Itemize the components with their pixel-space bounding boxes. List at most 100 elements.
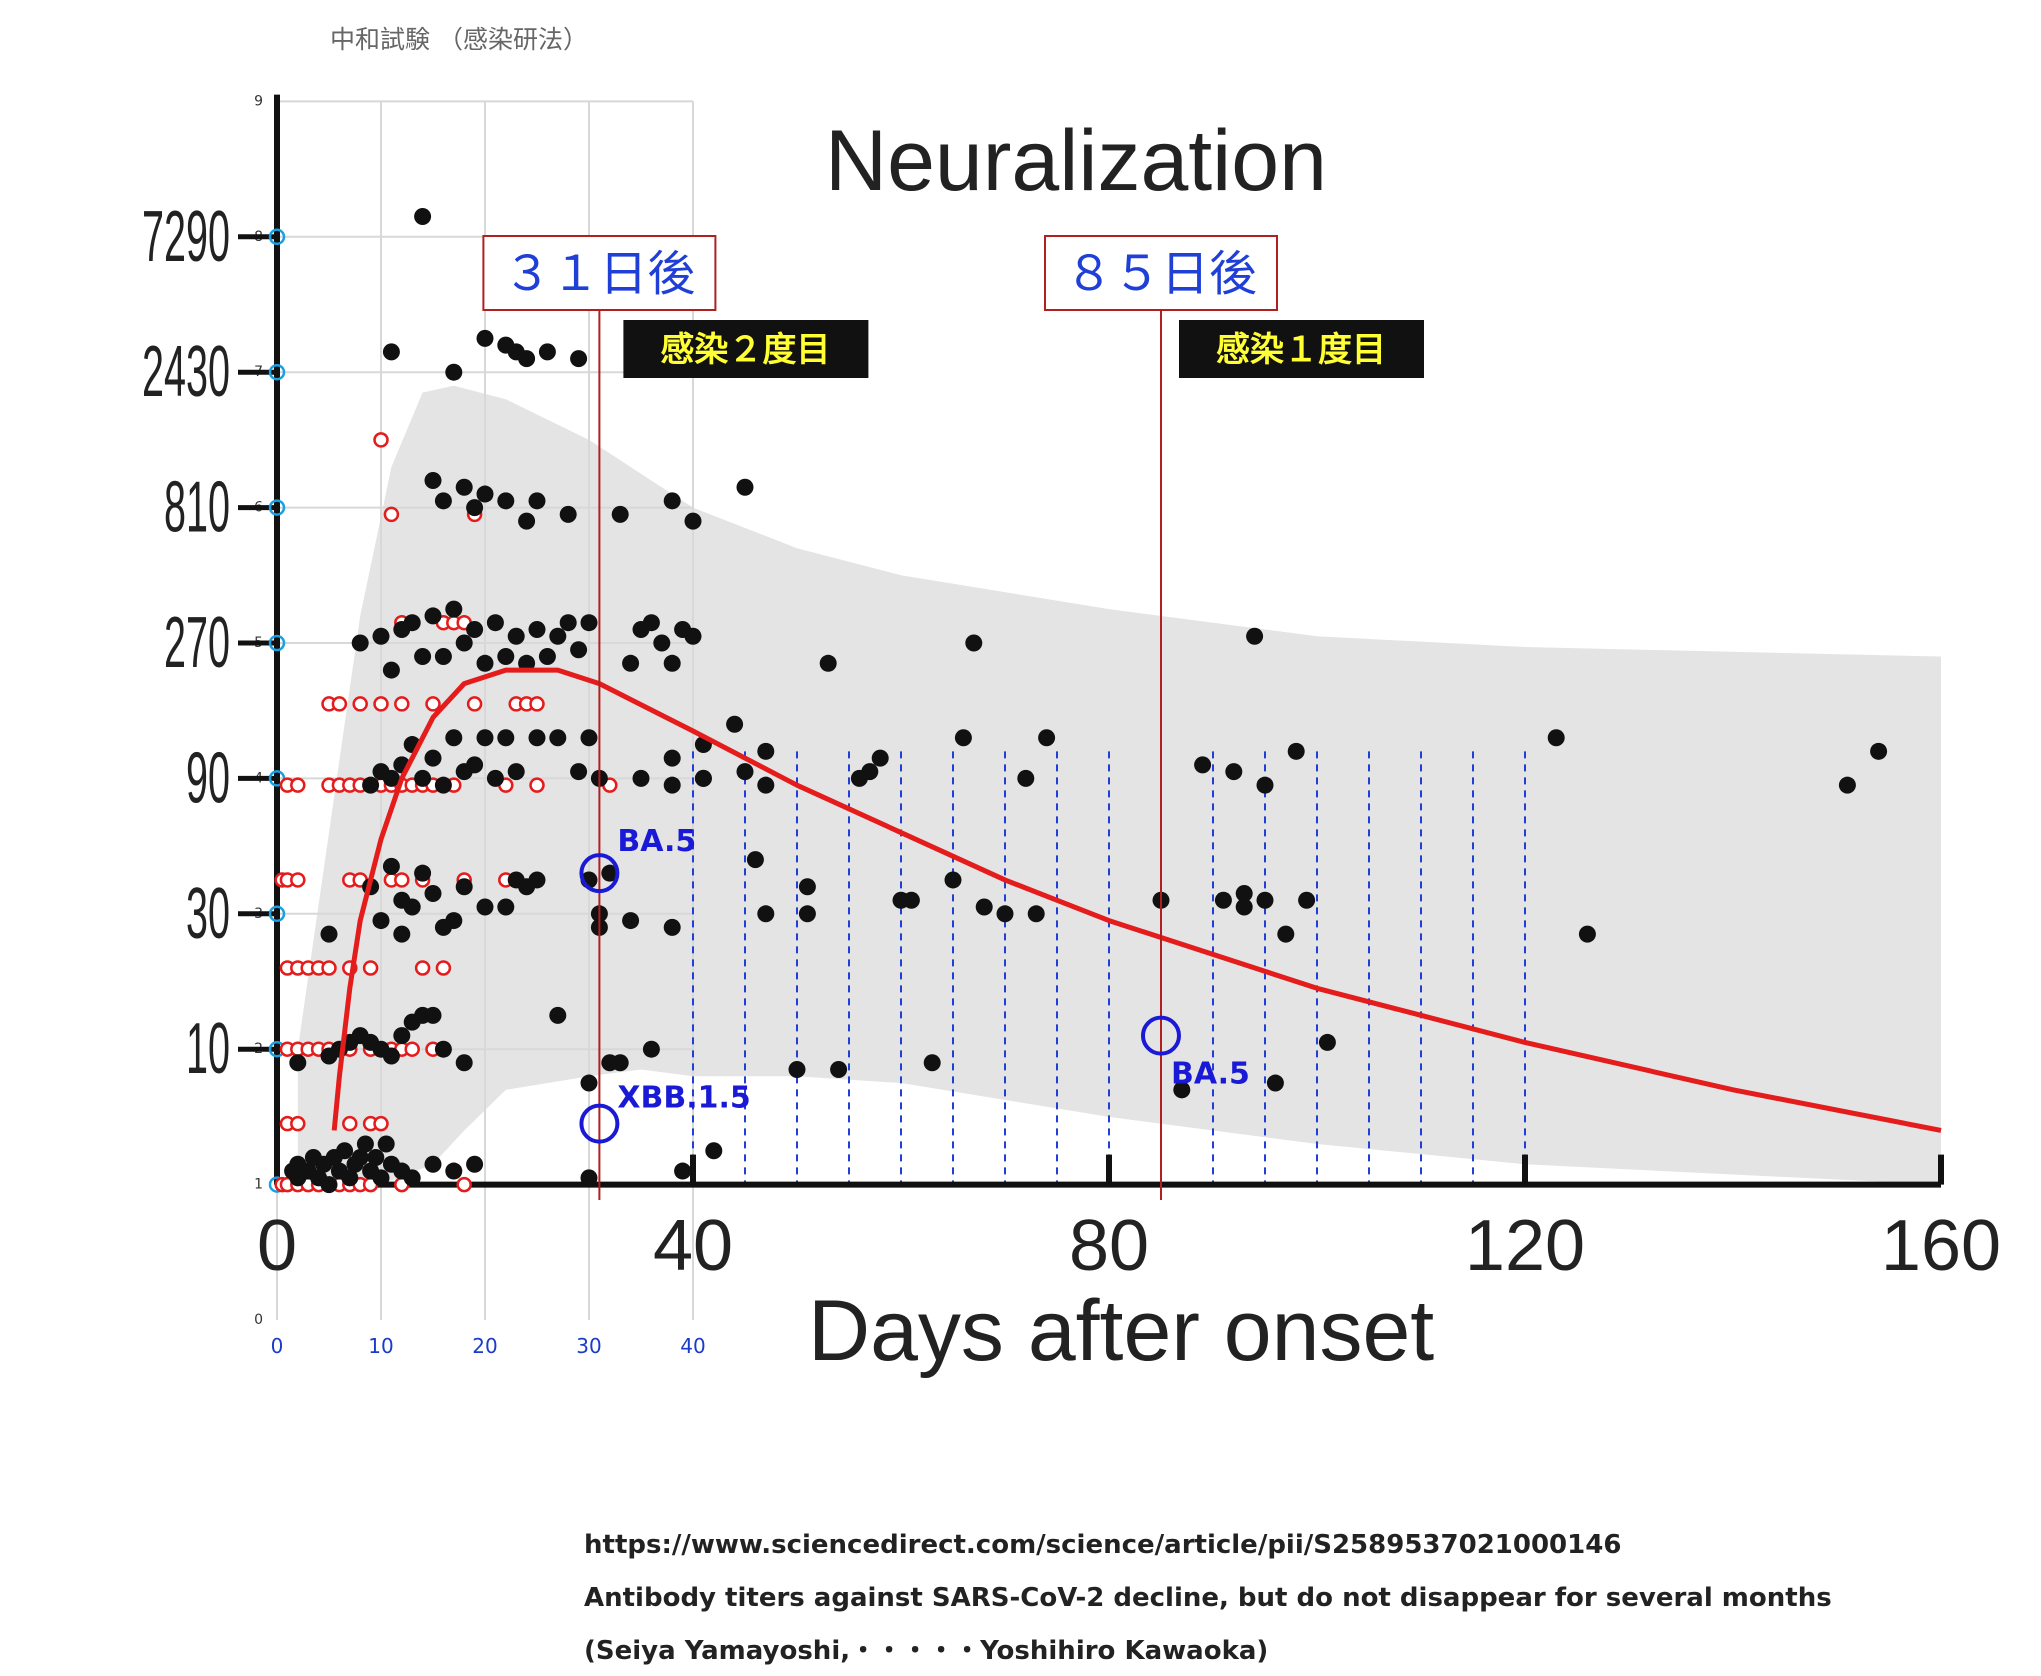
black-point: [434, 648, 452, 666]
black-point: [622, 654, 640, 672]
index-y-tick-label: 1: [254, 1177, 263, 1193]
titer-y-tick-label: 7290: [142, 197, 230, 277]
red-open-point: [352, 696, 368, 712]
black-point: [871, 749, 889, 767]
black-point: [570, 763, 588, 781]
black-point: [382, 769, 400, 787]
black-point: [1256, 776, 1274, 794]
black-point: [965, 634, 983, 652]
variant-highlight-circle: [579, 853, 620, 894]
black-point: [684, 627, 702, 645]
black-point: [362, 776, 380, 794]
black-point: [336, 1142, 354, 1160]
y-axis-blue-marker: [268, 634, 286, 652]
black-point: [466, 620, 484, 638]
variant-highlight-circle: [1141, 1015, 1181, 1056]
black-point: [351, 634, 369, 652]
black-point: [1256, 891, 1274, 909]
black-point: [382, 857, 400, 875]
red-open-point: [404, 1041, 420, 1057]
black-point: [497, 648, 515, 666]
titer-y-tick-label: 270: [164, 603, 230, 683]
black-point: [445, 363, 463, 381]
confidence-band-layer: [297, 385, 1941, 1185]
black-point: [1235, 898, 1253, 916]
marker-label-box: [1044, 235, 1278, 311]
black-point: [954, 729, 972, 747]
index-y-tick-label: 9: [254, 93, 263, 109]
black-point: [486, 769, 504, 787]
red-open-point: [373, 1115, 389, 1132]
titer-y-tick-label: 810: [164, 468, 230, 548]
black-point: [580, 1169, 598, 1187]
red-open-point: [394, 872, 410, 888]
variant-label: BA.5: [1171, 1057, 1250, 1092]
black-point: [320, 925, 338, 943]
red-open-point: [373, 696, 389, 712]
black-point: [1287, 742, 1305, 760]
black-point: [632, 769, 650, 787]
y-axis-blue-marker: [268, 905, 286, 923]
black-point: [351, 1149, 369, 1167]
inset-x-tick-label: 10: [368, 1334, 393, 1358]
black-point: [663, 492, 681, 510]
red-open-point: [394, 696, 410, 712]
black-point: [414, 769, 432, 787]
black-point: [746, 851, 764, 869]
black-point: [580, 614, 598, 632]
black-point: [1277, 925, 1295, 943]
red-open-point: [425, 696, 441, 712]
titer-y-tick-label: 30: [186, 874, 230, 954]
black-point: [642, 1040, 660, 1058]
x-tick-label: 40: [653, 1206, 733, 1286]
black-point: [414, 648, 432, 666]
black-point: [424, 607, 442, 625]
black-point: [445, 912, 463, 930]
black-point: [518, 512, 536, 530]
red-open-point: [414, 960, 431, 976]
black-point: [382, 343, 400, 361]
black-point: [580, 729, 598, 747]
inset-x-tick-label: 40: [680, 1334, 705, 1358]
y-axis-blue-marker: [268, 499, 286, 516]
black-point: [382, 1047, 400, 1065]
highlight-points-layer: BA.5 XBB.1.5 BA.5: [579, 824, 1250, 1144]
black-point: [1547, 729, 1565, 747]
black-point: [1225, 763, 1243, 781]
black-point: [559, 505, 577, 523]
black-point: [622, 912, 640, 930]
black-point: [798, 905, 816, 923]
black-point: [414, 207, 432, 225]
red-open-point: [290, 777, 306, 793]
red-open-point: [331, 696, 348, 712]
black-point: [528, 871, 546, 889]
black-point: [1838, 776, 1856, 794]
black-point: [570, 350, 588, 368]
black-point: [341, 1169, 359, 1187]
titer-y-tick-label: 2430: [142, 332, 230, 412]
black-point: [507, 763, 525, 781]
red-open-point: [383, 506, 400, 523]
black-point: [1870, 742, 1888, 760]
black-point: [1038, 729, 1056, 747]
black-point: [611, 505, 629, 523]
black-point: [466, 499, 484, 517]
black-point: [1318, 1033, 1336, 1051]
black-point: [445, 729, 463, 747]
marker-label: ３１日後: [503, 246, 695, 302]
red-open-point: [342, 1115, 358, 1132]
black-point: [975, 898, 993, 916]
black-point: [830, 1061, 848, 1079]
black-point: [1017, 769, 1035, 787]
black-point: [559, 614, 577, 632]
black-point: [403, 614, 421, 632]
black-point: [372, 912, 390, 930]
black-point: [455, 1054, 473, 1072]
black-point: [601, 864, 619, 882]
black-point: [486, 614, 504, 632]
black-point: [466, 756, 484, 774]
axes-layer: 0408012016001020304001234567891030902708…: [142, 93, 2001, 1358]
black-point: [674, 1162, 692, 1180]
variant-highlight-circle: [579, 1103, 620, 1144]
